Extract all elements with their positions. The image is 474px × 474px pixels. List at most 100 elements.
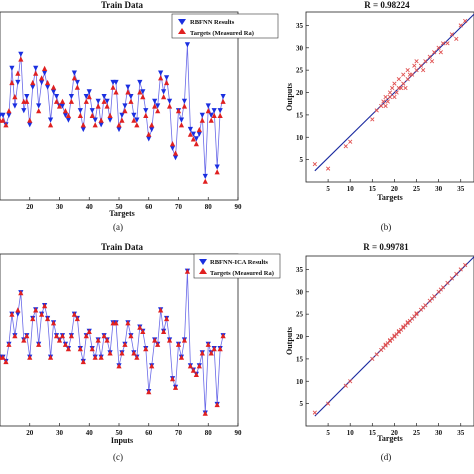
panel-b-data-point xyxy=(432,50,437,55)
panel-a-marker-target xyxy=(47,122,54,128)
panel-a-marker-target xyxy=(113,89,119,95)
panel-a-marker-target xyxy=(128,98,134,104)
panel-b-marks: 5 10 15 20 25 30 35 5 10 15 20 25 30 35 xyxy=(296,13,474,193)
panel-a-marker-target xyxy=(214,169,220,175)
panel-d-data-point xyxy=(348,379,353,384)
panel-a-marker-target xyxy=(175,108,182,114)
panel-a-marker-prediction xyxy=(137,79,143,86)
panel-b-data-point xyxy=(387,90,393,95)
panel-c-legend-label-targets: Targets (Measured Ra) xyxy=(210,270,274,277)
panel-a-marker-prediction xyxy=(47,117,54,123)
panel-a-marker-prediction xyxy=(39,79,45,86)
panel-a-marker-prediction xyxy=(21,108,27,114)
panel-b-data-point xyxy=(454,36,459,41)
panel-a-marker-prediction xyxy=(36,103,42,109)
panel-a-marker-prediction xyxy=(104,98,110,104)
panel-a-marker-prediction xyxy=(166,98,173,104)
panel-a-marker-target xyxy=(169,141,176,147)
panel-b-xtick-label: 30 xyxy=(435,185,443,193)
panel-d-xtick-label: 15 xyxy=(369,429,377,437)
panel-a-xtick-label: 90 xyxy=(235,203,243,211)
panel-b-data-point xyxy=(383,103,388,109)
panel-d-xtick-label: 30 xyxy=(435,429,443,437)
panel-c-marker-target xyxy=(15,307,21,313)
panel-b-data-point xyxy=(449,32,455,37)
panel-c-marker-target xyxy=(199,350,205,356)
panel-a-marker-target xyxy=(122,108,128,114)
panel-c-xtick-label: 50 xyxy=(116,429,124,437)
panel-c-marker-target xyxy=(190,367,196,373)
panel-a-marker-target xyxy=(181,103,188,109)
panel-b-data-point xyxy=(403,85,408,91)
panel-b-ytick-label: 15 xyxy=(296,111,304,119)
panel-d-ytick-label: 15 xyxy=(296,355,304,363)
panel-c-marker-target xyxy=(71,311,77,317)
panel-a-plot-frame xyxy=(0,11,239,201)
panel-c-marker-target xyxy=(83,333,89,339)
panel-a-marker-prediction xyxy=(214,164,220,170)
panel-b: R = 0.98224 5 10 15 20 25 30 35 5 10 15 20 25 30 35 T… xyxy=(285,0,474,232)
panel-c-marker-target xyxy=(89,346,95,352)
panel-c-plot-frame xyxy=(0,253,239,427)
panel-b-data-point xyxy=(392,81,397,86)
panel-a-marker-target xyxy=(119,117,125,123)
panel-d-data-point xyxy=(396,329,401,334)
panel-a-marker-target xyxy=(134,122,140,128)
panel-a-marker-prediction xyxy=(83,94,89,100)
panel-a-marker-prediction xyxy=(33,65,39,71)
panel-a-marker-prediction xyxy=(24,94,30,100)
panel-a-marker-prediction xyxy=(53,94,60,100)
panel-b-data-point xyxy=(325,166,331,171)
panel-d-data-point xyxy=(432,294,437,299)
panel-c-marker-prediction xyxy=(15,311,21,317)
panel-a-marker-prediction xyxy=(149,126,155,133)
panel-a-marker-prediction xyxy=(178,117,185,123)
panel-d-data-point xyxy=(343,383,348,388)
panel-c-marker-target xyxy=(161,328,167,334)
panel-d-ylabel: Outputs xyxy=(285,327,294,355)
panel-a-marker-target xyxy=(92,122,98,128)
panel-c-marker-target xyxy=(77,346,83,352)
panel-a-marker-prediction xyxy=(6,112,12,118)
panel-a-marker-target xyxy=(187,131,193,137)
panel-a-marker-target xyxy=(161,94,167,100)
panel-d-data-point xyxy=(383,342,388,347)
panel-c: Train Data 20 30 40 50 60 70 80 90 RBFNN-ICA Re… xyxy=(0,242,281,462)
panel-b-xtick-label: 10 xyxy=(347,185,355,193)
panel-c-marker-target xyxy=(24,333,30,339)
panel-a-marker-prediction xyxy=(18,51,24,57)
panel-a-marker-target xyxy=(89,112,95,118)
panel-d-data-point xyxy=(458,267,463,272)
panel-c-xtick-label: 70 xyxy=(175,429,183,437)
panel-c-marker-target xyxy=(196,363,202,369)
panel-b-data-point xyxy=(401,72,406,77)
panel-c-xtick-label: 20 xyxy=(26,429,34,437)
panel-a-marker-prediction xyxy=(125,84,131,90)
panel-c-marker-target xyxy=(119,350,125,356)
panel-c-marker-target xyxy=(6,341,12,347)
panel-b-xtick-label: 25 xyxy=(413,185,421,193)
panel-a-marker-target xyxy=(152,103,158,109)
panel-a-marker-target xyxy=(125,89,131,95)
panel-a-marker-prediction xyxy=(45,84,51,90)
panel-b-data-point xyxy=(409,72,415,77)
panel-a-marker-target xyxy=(83,98,89,104)
panel-c-marker-target xyxy=(131,350,137,356)
panel-c-marker-target xyxy=(74,315,80,322)
panel-b-data-point xyxy=(370,117,375,122)
panel-c-marker-target xyxy=(193,371,199,377)
panel-d-ytick-label: 35 xyxy=(296,266,304,274)
panel-b-data-point xyxy=(445,41,450,46)
panel-b-data-point xyxy=(427,54,432,59)
panel-c-marker-target xyxy=(18,290,24,296)
panel-a-marker-prediction xyxy=(50,89,57,95)
panel-a-marker-prediction xyxy=(155,103,161,109)
panel-c-marker-target xyxy=(9,311,15,317)
panel-d-data-point xyxy=(445,280,450,285)
panel-a-xlabel: Targets xyxy=(109,209,134,218)
panel-a-marker-prediction xyxy=(12,103,18,109)
panel-a-marker-prediction xyxy=(68,94,74,100)
panel-d-ytick-label: 5 xyxy=(300,400,304,408)
panel-a-marker-target xyxy=(50,84,57,90)
panel-a-marker-prediction xyxy=(193,136,199,142)
